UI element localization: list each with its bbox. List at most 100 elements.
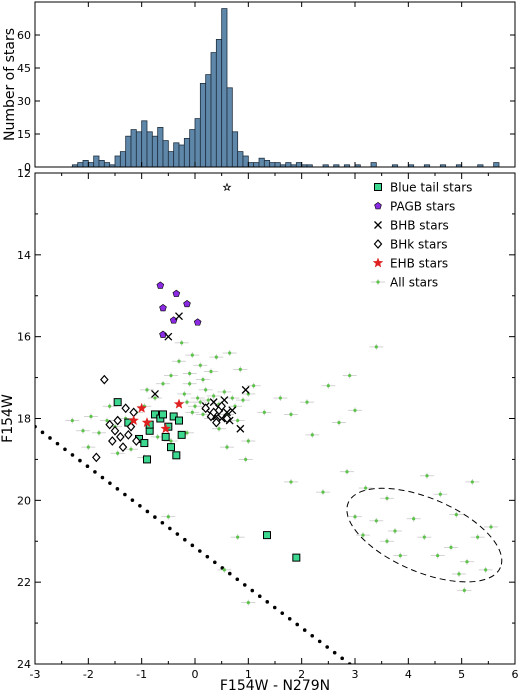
- data-point: [89, 414, 93, 419]
- data-point: [228, 351, 232, 355]
- histogram-bar: [151, 135, 159, 168]
- data-point: [321, 490, 325, 494]
- data-point: [385, 539, 389, 543]
- data-point: [132, 436, 141, 446]
- data-point: [353, 515, 357, 519]
- data-point: [230, 396, 234, 400]
- histogram-ylabel: Number of stars: [2, 28, 18, 141]
- data-point: [225, 445, 229, 449]
- histogram-bar: [199, 83, 207, 168]
- data-point: [438, 492, 442, 496]
- histogram-bar: [189, 129, 196, 168]
- series-blue-tail-stars: [113, 398, 301, 562]
- series-pagb-stars: [156, 281, 202, 338]
- dotted-line-dot: [108, 481, 112, 485]
- data-point: [177, 430, 186, 439]
- data-point: [156, 281, 165, 289]
- scatter-xtick-label: -2: [83, 668, 94, 681]
- dotted-line-dot: [235, 577, 240, 582]
- data-point: [193, 404, 197, 408]
- data-point: [374, 519, 378, 523]
- dotted-line-dot: [85, 464, 90, 469]
- data-point: [151, 410, 159, 419]
- data-point: [374, 345, 378, 349]
- data-point: [484, 568, 488, 572]
- data-point: [222, 390, 226, 394]
- data-point: [116, 451, 120, 455]
- data-point: [436, 553, 440, 558]
- histogram-bar: [157, 127, 164, 168]
- histogram-ytick-label: 60: [17, 29, 31, 42]
- legend: Blue tail stars PAGB stars BHB stars BHk st…: [371, 181, 472, 290]
- data-point: [206, 398, 210, 402]
- data-point: [244, 457, 248, 462]
- legend-marker: [376, 280, 380, 284]
- data-point: [126, 421, 136, 432]
- data-point: [198, 363, 202, 367]
- histogram-bar: [135, 131, 143, 168]
- dotted-line-dot: [48, 436, 52, 440]
- dotted-line-dot: [70, 453, 75, 457]
- data-point: [113, 398, 122, 407]
- data-point: [169, 412, 178, 421]
- data-point: [348, 373, 352, 378]
- histogram-bar: [82, 159, 89, 168]
- data-point: [140, 439, 149, 448]
- data-point: [128, 414, 139, 426]
- scatter-ytick-label: 20: [17, 494, 31, 507]
- data-point: [422, 535, 426, 539]
- legend-marker: [374, 221, 382, 229]
- histogram-bar: [98, 159, 105, 168]
- data-point: [353, 408, 357, 412]
- data-point: [214, 355, 218, 359]
- data-point: [124, 429, 133, 440]
- data-point: [252, 384, 256, 388]
- histogram-bar: [215, 39, 223, 168]
- data-point: [241, 398, 245, 402]
- data-point: [222, 182, 232, 192]
- dotted-line-dot: [340, 656, 344, 661]
- data-point: [108, 436, 117, 446]
- histogram-bar: [77, 162, 84, 168]
- histogram-bar: [253, 162, 260, 168]
- dotted-line-dot: [198, 549, 202, 553]
- histogram-bar: [119, 151, 127, 168]
- scatter-xtick-label: 1: [245, 668, 252, 681]
- histogram-bar: [162, 140, 169, 168]
- data-point: [121, 403, 130, 414]
- histogram-bar: [263, 159, 271, 168]
- dotted-line-dot: [55, 441, 60, 446]
- data-point: [310, 433, 314, 437]
- data-point: [364, 486, 368, 490]
- data-point: [160, 423, 171, 434]
- data-point: [188, 371, 192, 376]
- data-point: [412, 517, 416, 521]
- scatter-xlabel: F154W - N279N: [220, 678, 330, 694]
- data-point: [108, 404, 112, 408]
- data-point: [161, 382, 165, 386]
- data-point: [164, 332, 173, 341]
- data-point: [105, 419, 114, 430]
- data-point: [153, 396, 157, 400]
- dotted-line-dot: [153, 515, 157, 519]
- histogram-ytick-label: 45: [17, 62, 31, 75]
- histogram-bar: [130, 129, 137, 168]
- series-bhk-stars: [92, 374, 232, 463]
- dotted-line-dot: [78, 458, 82, 463]
- data-point: [180, 341, 184, 345]
- data-point: [141, 417, 153, 428]
- data-point: [161, 432, 170, 441]
- scatter-xtick-label: -1: [136, 668, 147, 681]
- data-point: [476, 535, 480, 539]
- scatter-ytick-label: 22: [17, 576, 31, 589]
- data-point: [116, 432, 125, 442]
- data-point: [143, 455, 151, 464]
- data-point: [159, 304, 167, 312]
- data-point: [305, 400, 309, 404]
- data-point: [289, 480, 293, 484]
- data-point: [236, 424, 245, 433]
- data-point: [425, 474, 429, 478]
- data-point: [177, 359, 181, 363]
- legend-marker: [374, 183, 382, 191]
